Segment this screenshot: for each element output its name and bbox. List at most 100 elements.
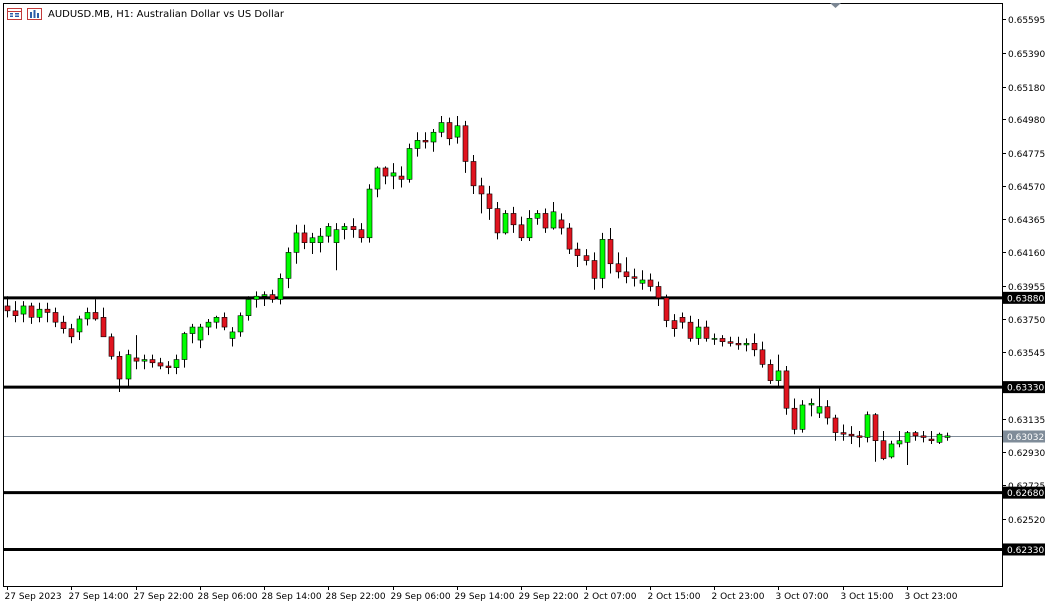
bull-candle-body [293,232,300,253]
candle [221,312,228,331]
candle [574,242,581,267]
bull-candle-body [799,404,806,430]
bear-candle-body [671,320,678,329]
bull-candle-body [213,317,220,323]
bear-candle-body [269,294,276,300]
y-tick-label: 0.62725 [1008,482,1045,492]
bear-candle-body [687,321,694,339]
bear-candle-body [856,435,863,438]
y-tick-label: 0.64775 [1008,150,1045,160]
bull-candle-body [325,226,332,237]
x-tick-label: 29 Sep 14:00 [455,592,515,602]
candle [671,314,678,337]
y-tick-label: 0.65595 [1008,16,1045,26]
bull-candle-body [317,235,324,243]
candle [639,270,646,290]
bear-candle-body [783,370,790,409]
candle [735,336,742,350]
x-tick-label: 3 Oct 15:00 [841,592,894,602]
candle [438,116,445,138]
candle [655,281,662,306]
bull-candle-body [406,148,413,180]
x-tick-label: 28 Sep 06:00 [198,592,258,602]
bull-candle-body [896,440,903,445]
candle [36,302,43,323]
bear-candle-body [623,271,630,278]
bear-candle-body [462,125,469,162]
y-tick-label: 0.62520 [1008,516,1045,526]
bear-candle-body [558,219,565,229]
current-price-label: 0.63032 [1007,433,1044,443]
bear-candle-body [679,317,686,323]
candle [157,357,164,370]
candle [197,323,204,349]
candle [382,166,389,185]
candle [277,273,284,305]
candle [880,430,887,461]
candle [663,294,670,328]
candle [864,411,871,443]
chart-window-icon[interactable] [7,8,22,20]
bull-candle-body [936,433,943,443]
bear-candle-body [108,336,115,357]
candle [631,268,638,287]
bear-candle-body [52,312,59,323]
candle [462,120,469,173]
candle [141,354,148,370]
bull-candle-body [285,252,292,279]
candle [928,430,935,444]
x-tick-label: 29 Sep 06:00 [391,592,451,602]
bull-candle-body [639,279,646,284]
candle [502,210,509,235]
candle [205,318,212,336]
candle [261,291,268,306]
candle [615,252,622,279]
candle [767,359,774,384]
candle [44,302,51,323]
bear-candle-body [382,167,389,177]
candle [358,223,365,243]
candle [872,413,879,462]
bull-candle-body [36,308,43,318]
candle [783,366,790,415]
candle [446,117,453,146]
candle [285,247,292,289]
y-tick-label: 0.64365 [1008,216,1045,226]
candle [518,216,525,242]
candle [317,228,324,253]
candle [703,320,710,342]
candle [108,333,115,360]
bear-candle-body [591,260,598,279]
bull-candle-body [864,414,871,438]
bull-candle-body [341,226,348,230]
bear-candle-body [832,417,839,433]
scroll-marker-icon[interactable] [830,3,841,8]
bear-candle-body [470,161,477,187]
candle [558,213,565,235]
candle [591,252,598,290]
bull-candle-body [550,211,557,229]
x-tick-label: 3 Oct 07:00 [776,592,829,602]
bear-candle-body [398,175,405,180]
bull-candle-body [526,217,533,239]
bear-candle-body [542,213,549,229]
y-tick-label: 0.63750 [1008,316,1045,326]
candle [430,129,437,152]
candle [229,327,236,347]
candle [808,398,815,417]
candle [920,430,927,443]
bear-candle-body [157,362,164,367]
candle [566,223,573,255]
candle [325,223,332,243]
bear-candle-body [68,328,75,338]
bull-candle-body [173,359,180,368]
bear-candle-body [486,193,493,209]
level-price-badge [1003,291,1045,304]
bear-candle-body [824,406,831,419]
chart-bars-icon[interactable] [27,8,42,20]
candle [687,315,694,342]
candle [133,335,140,370]
candle [743,338,750,352]
bear-candle-body [28,305,35,318]
